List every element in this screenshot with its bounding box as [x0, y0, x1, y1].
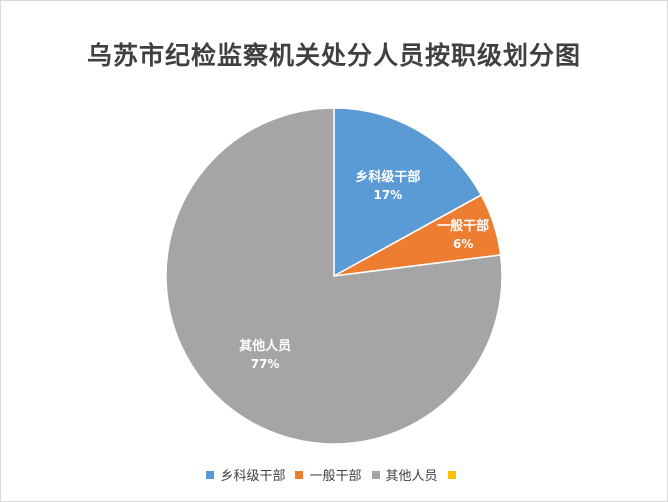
- legend-swatch-3: [447, 470, 456, 479]
- pie-slices: [165, 107, 503, 445]
- data-label-value-2: 77%: [251, 357, 280, 371]
- data-label-category-0: 乡科级干部: [355, 169, 420, 185]
- pie-slice-2: [165, 107, 503, 445]
- data-label-value-0: 17%: [374, 188, 403, 202]
- data-label-category-1: 一般干部: [437, 218, 489, 234]
- legend-swatch-0: [206, 470, 215, 479]
- legend-item-3: [447, 470, 462, 479]
- pie-data-labels: 乡科级干部 17% 一般干部 6% 其他人员 77%: [239, 169, 489, 371]
- legend-swatch-2: [371, 470, 380, 479]
- chart-title: 乌苏市纪检监察机关处分人员按职级划分图: [86, 41, 581, 70]
- data-label-value-1: 6%: [453, 237, 473, 251]
- legend-item-2: 其他人员: [371, 465, 438, 484]
- legend-label-1: 一般干部: [309, 469, 362, 484]
- legend-swatch-1: [295, 470, 304, 479]
- legend-label-2: 其他人员: [385, 469, 438, 484]
- chart-legend: 乡科级干部 一般干部 其他人员: [0, 465, 668, 484]
- legend-item-1: 一般干部: [295, 465, 362, 484]
- pie-slice-0: [333, 107, 483, 278]
- data-label-category-2: 其他人员: [239, 338, 291, 354]
- legend-label-0: 乡科级干部: [220, 469, 286, 484]
- legend-item-0: 乡科级干部: [206, 465, 285, 484]
